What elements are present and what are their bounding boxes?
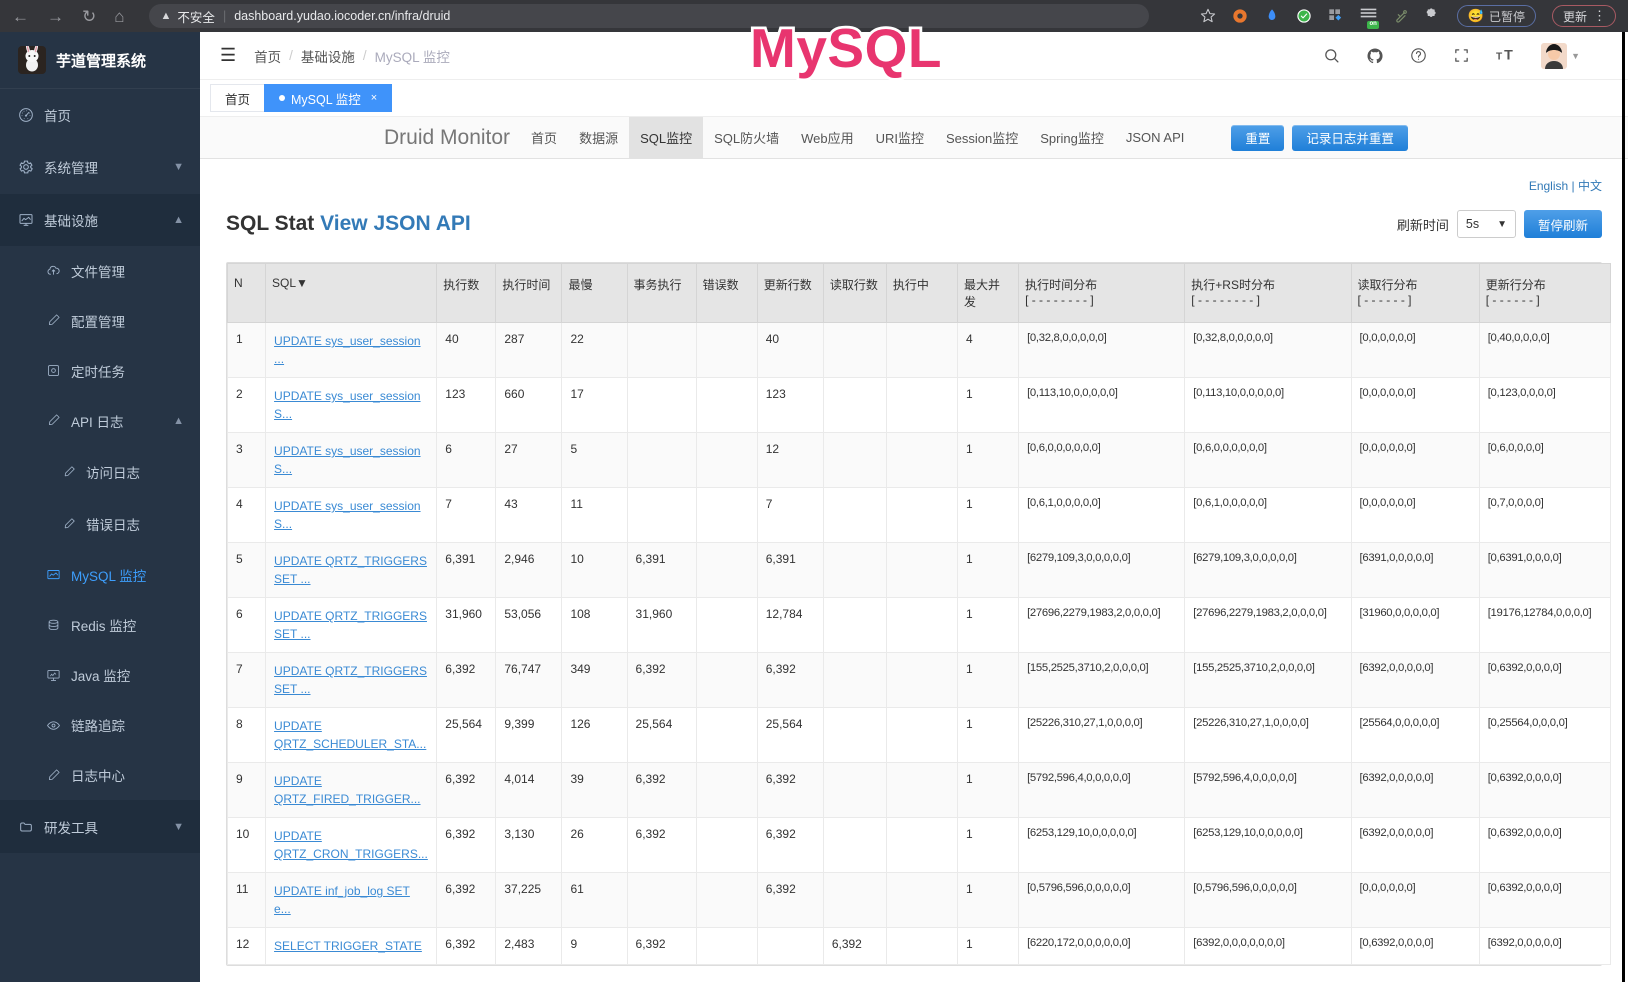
svg-text:T: T — [1496, 52, 1503, 63]
svg-text:T: T — [1504, 48, 1513, 64]
